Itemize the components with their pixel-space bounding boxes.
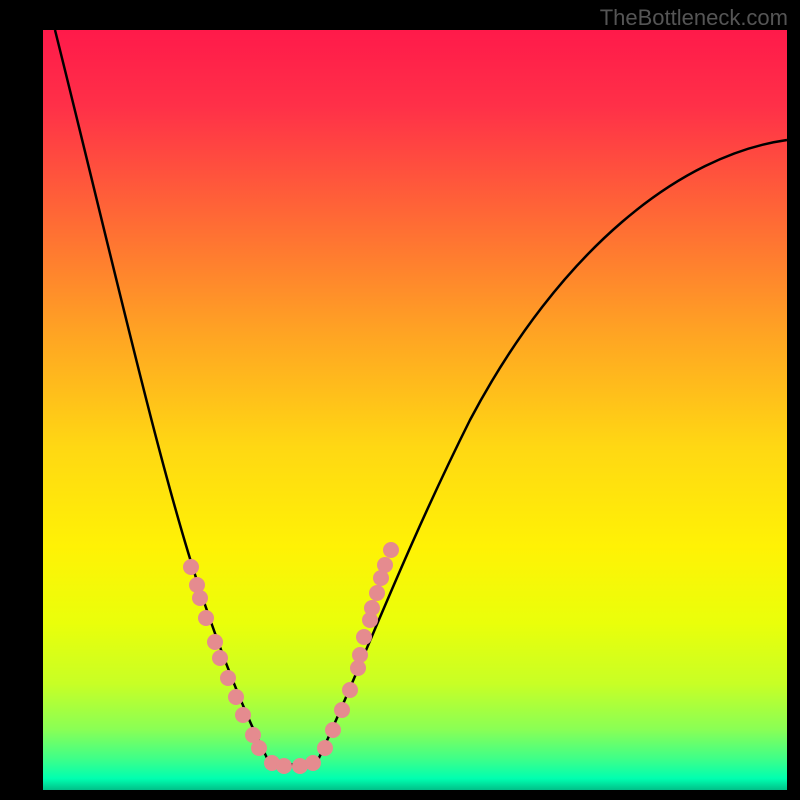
- marker-dot: [198, 610, 214, 626]
- marker-dot: [183, 559, 199, 575]
- marker-dot: [369, 585, 385, 601]
- marker-dot: [325, 722, 341, 738]
- marker-dot: [212, 650, 228, 666]
- plot-area: [43, 30, 787, 790]
- marker-dot: [192, 590, 208, 606]
- marker-dot: [251, 740, 267, 756]
- marker-dot: [207, 634, 223, 650]
- curve-layer: [43, 30, 787, 790]
- marker-dot: [220, 670, 236, 686]
- marker-dot: [377, 557, 393, 573]
- marker-dot: [342, 682, 358, 698]
- marker-dot: [305, 755, 321, 771]
- marker-dot: [364, 600, 380, 616]
- marker-dot: [383, 542, 399, 558]
- curve-right: [318, 140, 787, 760]
- marker-group: [183, 542, 399, 774]
- marker-dot: [235, 707, 251, 723]
- watermark-text: TheBottleneck.com: [600, 5, 788, 31]
- marker-dot: [228, 689, 244, 705]
- curve-left: [55, 30, 268, 760]
- marker-dot: [356, 629, 372, 645]
- marker-dot: [334, 702, 350, 718]
- marker-dot: [276, 758, 292, 774]
- marker-dot: [352, 647, 368, 663]
- marker-dot: [317, 740, 333, 756]
